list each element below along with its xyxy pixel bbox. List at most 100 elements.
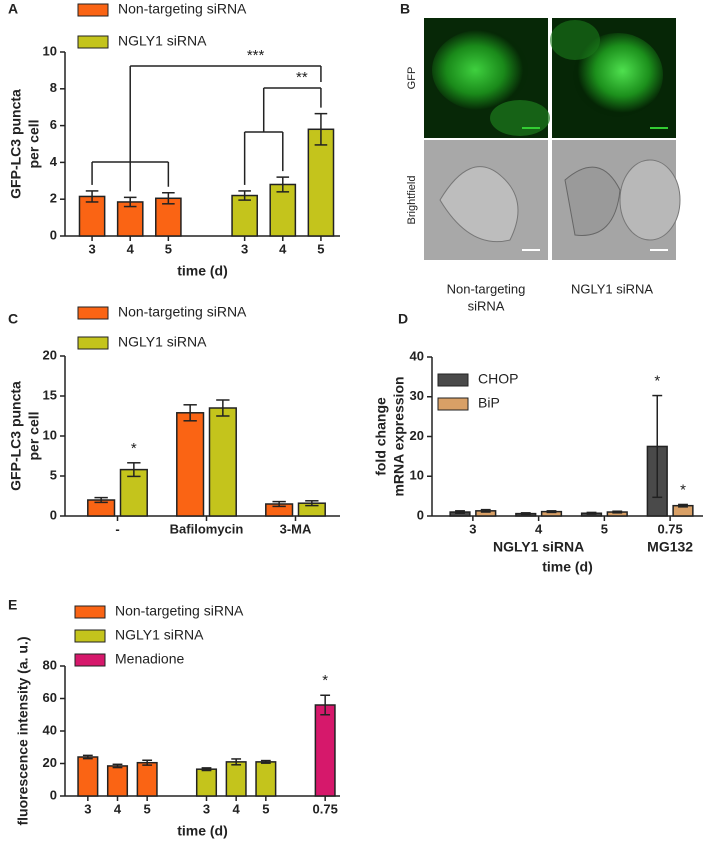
y-tick-label: 10 bbox=[43, 427, 57, 442]
y-tick-label: 0 bbox=[50, 507, 57, 522]
x-tick-label: 0.75 bbox=[313, 801, 338, 816]
x-tick-label: 3 bbox=[469, 521, 476, 536]
group-label: MG132 bbox=[647, 539, 693, 555]
error-bar bbox=[162, 192, 175, 205]
x-tick-label: 4 bbox=[535, 521, 543, 536]
x-tick-label: 5 bbox=[601, 521, 608, 536]
error-bar bbox=[678, 503, 688, 508]
x-tick-label: 3 bbox=[241, 241, 248, 256]
error-bar bbox=[480, 508, 491, 513]
y-axis-label: per cell bbox=[26, 119, 42, 168]
y-tick-label: 10 bbox=[410, 468, 424, 483]
micrographs bbox=[424, 18, 681, 260]
y-axis-label: mRNA expression bbox=[391, 376, 407, 496]
x-tick-label: 4 bbox=[279, 241, 287, 256]
y-tick-label: 10 bbox=[43, 43, 57, 58]
y-tick-label: 0 bbox=[417, 507, 424, 522]
y-tick-label: 5 bbox=[50, 467, 57, 482]
legend-swatch bbox=[77, 35, 109, 49]
legend-swatch bbox=[77, 306, 109, 320]
x-tick-label: 4 bbox=[127, 241, 135, 256]
cell bbox=[564, 166, 621, 236]
cell bbox=[573, 33, 663, 117]
y-tick-label: 0 bbox=[50, 787, 57, 802]
y-tick-label: 40 bbox=[43, 722, 57, 737]
legend-label: NGLY1 siRNA bbox=[118, 334, 207, 350]
bar bbox=[77, 756, 99, 797]
x-tick-label: 3 bbox=[203, 801, 210, 816]
y-tick-label: 20 bbox=[43, 755, 57, 770]
error-bar bbox=[112, 763, 123, 769]
error-bar bbox=[320, 694, 331, 716]
y-tick-label: 2 bbox=[50, 191, 57, 206]
panel-label: C bbox=[8, 311, 18, 327]
cell bbox=[432, 30, 528, 110]
legend-label: NGLY1 siRNA bbox=[118, 33, 207, 49]
error-bar bbox=[183, 404, 197, 422]
panel-label: B bbox=[400, 1, 410, 17]
legend-label: Menadione bbox=[115, 651, 184, 667]
error-bar bbox=[520, 512, 531, 516]
x-tick-label: 4 bbox=[233, 801, 241, 816]
error-bar bbox=[127, 462, 141, 478]
column-label: Non-targeting bbox=[447, 281, 526, 296]
error-bar bbox=[94, 496, 108, 504]
y-tick-label: 30 bbox=[410, 388, 424, 403]
y-tick-label: 20 bbox=[43, 347, 57, 362]
bar bbox=[176, 412, 205, 517]
error-bar bbox=[272, 500, 286, 508]
panel-label: A bbox=[8, 1, 18, 17]
error-bar bbox=[652, 394, 663, 499]
cell bbox=[439, 166, 519, 243]
legend-label: BiP bbox=[478, 395, 500, 411]
column-label: NGLY1 siRNA bbox=[571, 281, 653, 296]
y-tick-label: 60 bbox=[43, 690, 57, 705]
y-axis-label: per cell bbox=[26, 411, 42, 460]
error-bar bbox=[238, 190, 251, 201]
significance: * bbox=[654, 373, 660, 390]
y-axis-label: GFP-LC3 puncta bbox=[8, 89, 24, 199]
group-label: NGLY1 siRNA bbox=[493, 539, 584, 555]
y-tick-label: 6 bbox=[50, 117, 57, 132]
y-tick-label: 40 bbox=[410, 348, 424, 363]
column-label: siRNA bbox=[468, 298, 505, 313]
error-bar bbox=[85, 190, 99, 203]
x-tick-label: 0.75 bbox=[657, 521, 682, 536]
y-axis-label: fold change bbox=[373, 397, 389, 476]
error-bar bbox=[455, 510, 465, 514]
bar bbox=[231, 194, 258, 237]
y-tick-label: 20 bbox=[410, 428, 424, 443]
y-tick-label: 8 bbox=[50, 80, 57, 95]
bar bbox=[225, 761, 247, 797]
error-bar bbox=[231, 758, 242, 766]
legend-swatch bbox=[74, 653, 106, 667]
y-tick-label: 4 bbox=[50, 154, 58, 169]
bar bbox=[314, 704, 336, 797]
bar bbox=[195, 768, 218, 797]
y-tick-label: 0 bbox=[50, 227, 57, 242]
significance: * bbox=[322, 672, 328, 689]
y-tick-label: 15 bbox=[43, 387, 57, 402]
y-axis-label: fluorescence intensity (a. u.) bbox=[15, 636, 31, 825]
cell bbox=[619, 159, 681, 241]
legend-label: Non-targeting siRNA bbox=[115, 603, 244, 619]
legend-label: NGLY1 siRNA bbox=[115, 627, 204, 643]
legend-swatch bbox=[437, 373, 469, 387]
bar bbox=[116, 201, 144, 237]
legend-swatch bbox=[77, 336, 109, 350]
legend-swatch bbox=[437, 397, 469, 411]
x-tick-label: 3 bbox=[84, 801, 91, 816]
significance: * bbox=[680, 481, 686, 498]
bar bbox=[208, 407, 237, 517]
x-tick-label: 5 bbox=[165, 241, 172, 256]
x-tick-label: 5 bbox=[317, 241, 324, 256]
legend-label: Non-targeting siRNA bbox=[118, 304, 247, 320]
error-bar bbox=[216, 399, 230, 417]
error-bar bbox=[82, 754, 93, 760]
x-tick-label: 3-MA bbox=[280, 521, 312, 536]
cell bbox=[550, 20, 600, 60]
bar bbox=[106, 765, 129, 797]
error-bar bbox=[612, 510, 623, 514]
cell bbox=[490, 100, 550, 136]
x-tick-label: - bbox=[115, 521, 119, 536]
